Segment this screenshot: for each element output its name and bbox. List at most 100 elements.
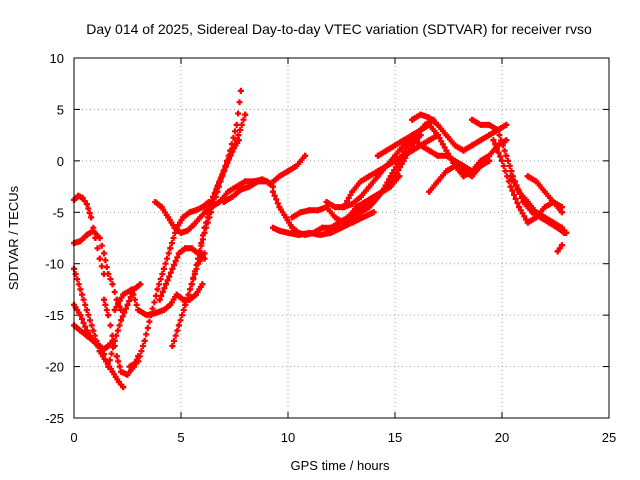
- data-point: [494, 127, 501, 133]
- data-point: [409, 132, 416, 139]
- data-point: [182, 245, 189, 252]
- data-point: [533, 209, 540, 216]
- data-point: [128, 286, 135, 293]
- data-point: [105, 363, 112, 370]
- x-tick-label: 0: [70, 430, 77, 445]
- data-point: [88, 214, 95, 221]
- data-point: [233, 121, 240, 128]
- data-point: [469, 142, 476, 149]
- data-point: [167, 301, 174, 308]
- data-point: [111, 337, 118, 344]
- data-point: [443, 132, 450, 139]
- y-tick-label: 10: [50, 51, 64, 66]
- data-point: [554, 248, 561, 255]
- data-point: [124, 301, 131, 308]
- data-point: [285, 168, 291, 175]
- data-point: [77, 286, 84, 293]
- data-point: [270, 183, 277, 190]
- data-point: [100, 296, 107, 303]
- data-point: [338, 224, 345, 231]
- y-tick-label: -15: [45, 308, 64, 323]
- data-point: [434, 152, 441, 159]
- data-point: [96, 255, 103, 262]
- data-point: [306, 229, 313, 236]
- data-point: [426, 114, 433, 121]
- data-point: [295, 231, 302, 238]
- data-point: [100, 250, 107, 257]
- data-point: [323, 204, 330, 211]
- series-28: [507, 173, 570, 236]
- data-point: [120, 384, 127, 391]
- data-point: [490, 137, 497, 144]
- data-point: [434, 121, 441, 128]
- series-30: [554, 242, 565, 255]
- data-point: [366, 204, 373, 211]
- data-point: [516, 204, 523, 211]
- series-26-track: [469, 116, 568, 236]
- data-point: [197, 214, 204, 221]
- data-point: [186, 209, 193, 216]
- data-point: [400, 142, 407, 149]
- data-point: [188, 245, 195, 252]
- data-point: [374, 173, 381, 180]
- data-point: [169, 265, 176, 272]
- data-point: [383, 147, 390, 154]
- data-point: [270, 188, 277, 195]
- data-point: [336, 219, 343, 226]
- data-point: [426, 188, 433, 195]
- series-26: [469, 116, 568, 236]
- data-point: [77, 312, 84, 319]
- data-point: [349, 201, 356, 208]
- data-point: [201, 250, 208, 257]
- data-point: [550, 219, 557, 226]
- data-point: [113, 353, 120, 360]
- data-point: [374, 152, 381, 159]
- data-point: [160, 307, 167, 313]
- data-point: [126, 363, 133, 370]
- data-point: [417, 127, 424, 133]
- data-point: [229, 193, 236, 200]
- data-point: [541, 204, 548, 211]
- data-point: [314, 207, 321, 214]
- data-point: [400, 152, 407, 159]
- data-point: [225, 188, 232, 195]
- data-point: [359, 214, 366, 221]
- data-point: [171, 224, 178, 231]
- data-point: [289, 214, 296, 221]
- data-point: [426, 137, 433, 144]
- data-point: [229, 147, 236, 154]
- y-tick-label: -5: [52, 205, 64, 220]
- data-point: [210, 193, 217, 200]
- data-point: [190, 221, 197, 228]
- data-point: [443, 168, 450, 175]
- data-point: [366, 173, 373, 180]
- data-point: [83, 231, 90, 238]
- data-point: [83, 332, 90, 339]
- data-point: [327, 224, 334, 231]
- data-point: [477, 163, 484, 169]
- data-point: [451, 142, 458, 149]
- data-point: [499, 157, 505, 164]
- data-point: [203, 209, 210, 216]
- data-point: [237, 87, 244, 94]
- data-point: [207, 204, 214, 211]
- data-point: [434, 178, 441, 185]
- data-point: [340, 204, 347, 211]
- data-point: [173, 291, 180, 298]
- data-point: [486, 152, 493, 159]
- data-point: [276, 204, 283, 211]
- data-point: [477, 121, 484, 128]
- data-point: [276, 227, 283, 234]
- data-point: [426, 147, 433, 154]
- data-point: [163, 281, 170, 288]
- data-point: [246, 183, 253, 190]
- data-point: [392, 142, 398, 149]
- data-point: [409, 142, 416, 149]
- series-2: [71, 227, 125, 313]
- data-point: [383, 163, 390, 169]
- data-point: [486, 157, 493, 164]
- data-point: [503, 137, 510, 144]
- data-point: [135, 358, 142, 365]
- data-point: [460, 168, 467, 175]
- data-point: [317, 231, 324, 238]
